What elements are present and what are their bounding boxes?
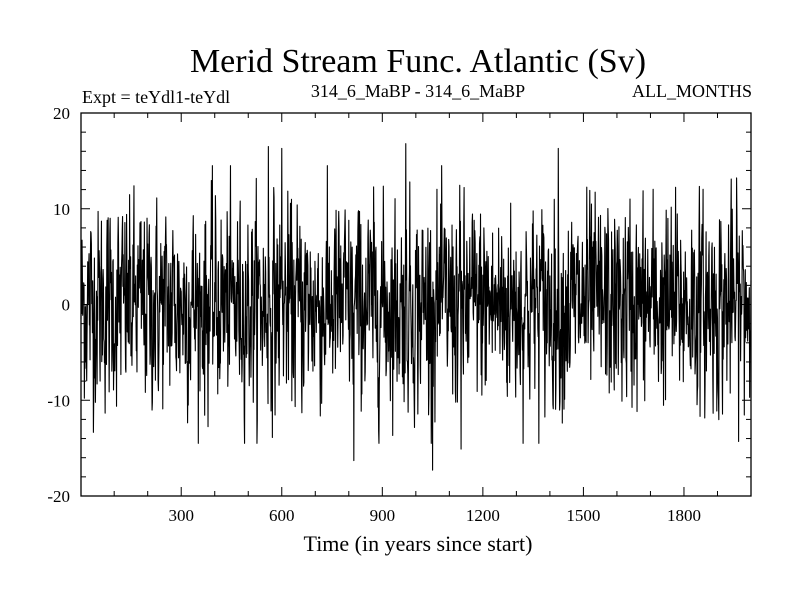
subtitle-right: ALL_MONTHS xyxy=(632,81,752,101)
x-tick-label: 300 xyxy=(168,506,194,525)
subtitle-center: 314_6_MaBP - 314_6_MaBP xyxy=(311,81,525,101)
y-tick-label: 10 xyxy=(53,200,70,219)
y-tick-label: -10 xyxy=(47,391,70,410)
series-line xyxy=(80,143,752,471)
x-tick-label: 900 xyxy=(370,506,396,525)
x-tick-label: 1800 xyxy=(667,506,701,525)
x-tick-label: 1500 xyxy=(566,506,600,525)
x-tick-label: 600 xyxy=(269,506,295,525)
chart-title: Merid Stream Func. Atlantic (Sv) xyxy=(190,43,646,80)
series-layer xyxy=(80,143,752,471)
y-tick-label: -20 xyxy=(47,487,70,506)
x-axis-label: Time (in years since start) xyxy=(304,531,533,556)
x-tick-label: 1200 xyxy=(466,506,500,525)
subtitle-left: Expt = teYdl1-teYdl xyxy=(82,87,230,107)
ticks-layer: -20 -10 0 10 20 300 600 900 1200 1500 1800 xyxy=(47,104,751,525)
y-tick-label: 20 xyxy=(53,104,70,123)
y-tick-label: 0 xyxy=(62,296,71,315)
plot-frame xyxy=(80,112,752,497)
